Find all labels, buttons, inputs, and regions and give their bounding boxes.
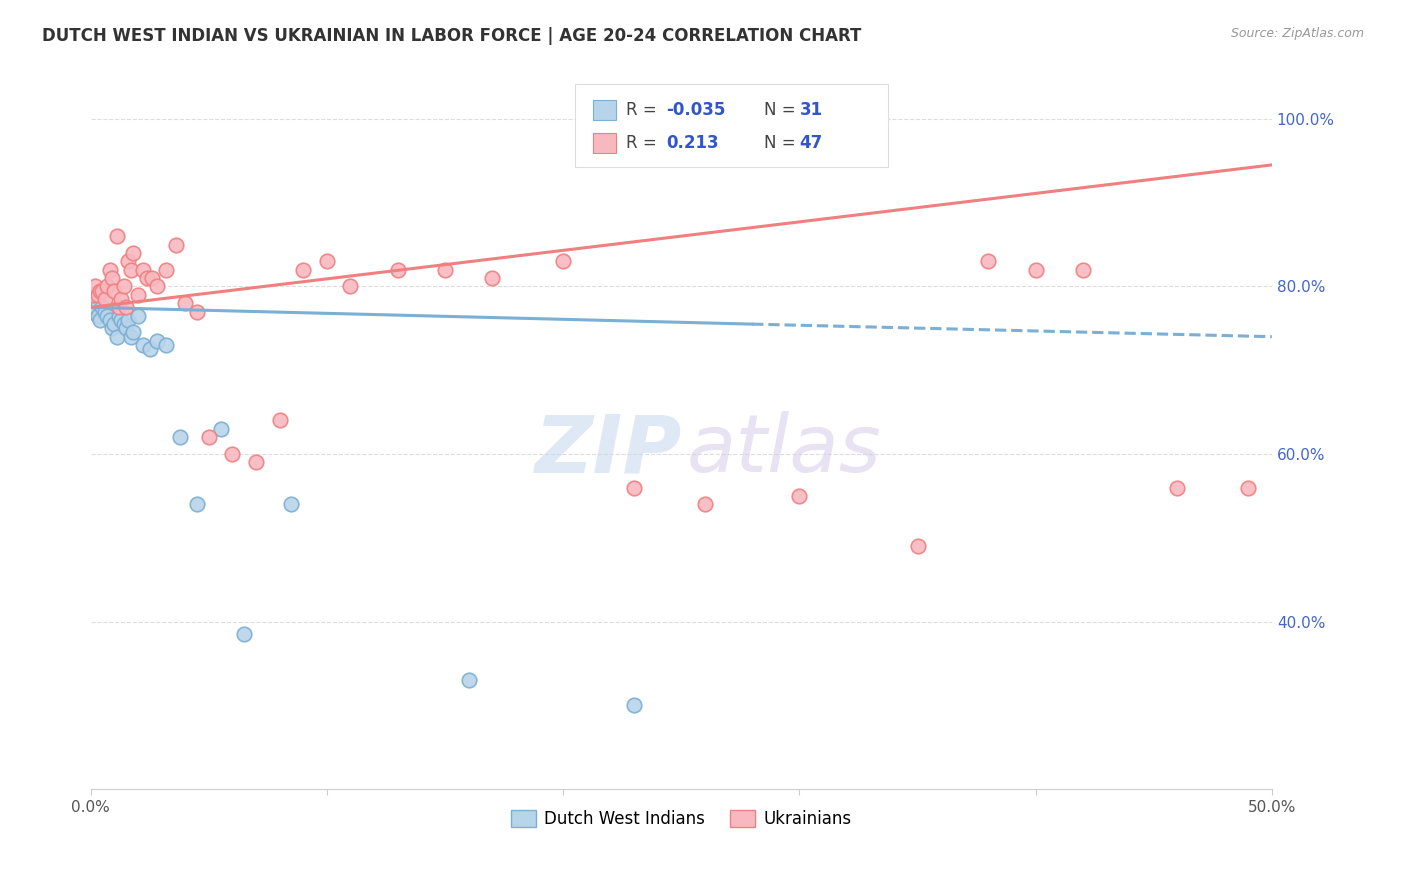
Point xyxy=(122,326,145,340)
Point xyxy=(155,262,177,277)
Point xyxy=(98,313,121,327)
Point xyxy=(120,329,142,343)
Point xyxy=(86,309,108,323)
Point xyxy=(481,271,503,285)
Point xyxy=(101,271,124,285)
Point xyxy=(82,304,104,318)
Point xyxy=(127,309,149,323)
Point xyxy=(141,271,163,285)
Point xyxy=(623,481,645,495)
Point xyxy=(186,497,208,511)
Point xyxy=(117,254,139,268)
Point xyxy=(145,279,167,293)
Text: 47: 47 xyxy=(800,134,823,152)
Text: -0.035: -0.035 xyxy=(666,102,725,120)
Point xyxy=(82,287,104,301)
Text: N =: N = xyxy=(763,134,796,152)
Text: N =: N = xyxy=(763,102,796,120)
Point xyxy=(977,254,1000,268)
Point xyxy=(86,287,108,301)
Point xyxy=(110,313,132,327)
Point xyxy=(434,262,457,277)
Point xyxy=(1071,262,1094,277)
FancyBboxPatch shape xyxy=(593,100,616,120)
Point xyxy=(105,329,128,343)
Text: R =: R = xyxy=(626,134,657,152)
Point xyxy=(145,334,167,348)
Point xyxy=(94,292,117,306)
Point xyxy=(1237,481,1260,495)
Point xyxy=(623,698,645,713)
FancyBboxPatch shape xyxy=(593,133,616,153)
Point xyxy=(131,338,153,352)
Point xyxy=(174,296,197,310)
Point xyxy=(108,309,131,323)
Point xyxy=(1025,262,1047,277)
Point xyxy=(89,284,111,298)
Text: atlas: atlas xyxy=(688,411,882,490)
Point xyxy=(138,343,160,357)
Point xyxy=(907,539,929,553)
Point xyxy=(115,321,138,335)
Point xyxy=(86,296,108,310)
Text: Source: ZipAtlas.com: Source: ZipAtlas.com xyxy=(1230,27,1364,40)
Point xyxy=(269,413,291,427)
Point xyxy=(84,279,107,293)
Point xyxy=(280,497,302,511)
Point xyxy=(120,262,142,277)
Point xyxy=(186,304,208,318)
Legend: Dutch West Indians, Ukrainians: Dutch West Indians, Ukrainians xyxy=(505,804,858,835)
Text: 0.213: 0.213 xyxy=(666,134,718,152)
Point xyxy=(789,489,811,503)
Point xyxy=(292,262,315,277)
Point xyxy=(155,338,177,352)
Text: ZIP: ZIP xyxy=(534,411,682,490)
Point xyxy=(84,301,107,315)
Point xyxy=(131,262,153,277)
Point xyxy=(110,292,132,306)
Point xyxy=(197,430,219,444)
Point xyxy=(91,301,114,315)
Point xyxy=(136,271,159,285)
Point xyxy=(94,304,117,318)
Point xyxy=(457,673,479,688)
Point xyxy=(103,317,125,331)
Point xyxy=(115,301,138,315)
Point xyxy=(96,309,118,323)
Point xyxy=(339,279,361,293)
Text: 31: 31 xyxy=(800,102,823,120)
Point xyxy=(169,430,191,444)
Point xyxy=(165,237,187,252)
Point xyxy=(101,321,124,335)
Point xyxy=(1166,481,1188,495)
Point xyxy=(96,279,118,293)
Text: R =: R = xyxy=(626,102,657,120)
Point xyxy=(693,497,716,511)
Point xyxy=(387,262,409,277)
Point xyxy=(221,447,243,461)
Point xyxy=(122,246,145,260)
Point xyxy=(89,313,111,327)
Point xyxy=(209,422,232,436)
Point xyxy=(127,287,149,301)
Point xyxy=(91,284,114,298)
Point xyxy=(98,262,121,277)
Point xyxy=(315,254,337,268)
Point xyxy=(245,455,267,469)
Point xyxy=(117,313,139,327)
FancyBboxPatch shape xyxy=(575,85,889,168)
Point xyxy=(108,301,131,315)
Text: DUTCH WEST INDIAN VS UKRAINIAN IN LABOR FORCE | AGE 20-24 CORRELATION CHART: DUTCH WEST INDIAN VS UKRAINIAN IN LABOR … xyxy=(42,27,862,45)
Point xyxy=(103,284,125,298)
Point xyxy=(233,627,256,641)
Point xyxy=(112,317,135,331)
Point xyxy=(105,229,128,244)
Point xyxy=(553,254,575,268)
Point xyxy=(112,279,135,293)
